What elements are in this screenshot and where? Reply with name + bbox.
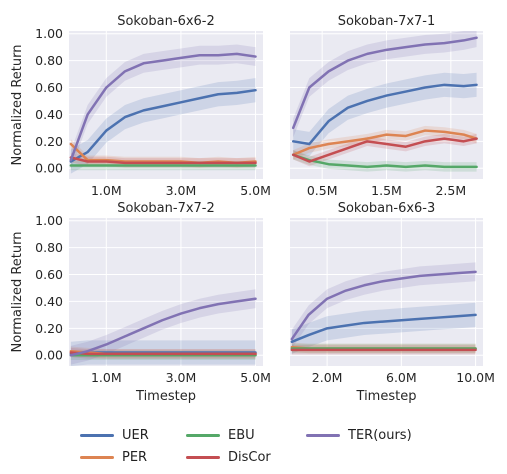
panel-1-ytick-label-2: 0.40 bbox=[35, 107, 63, 122]
panel-2-line-uer bbox=[291, 83, 478, 146]
panel-1-band-terours bbox=[70, 44, 256, 170]
legend-swatch-discor bbox=[186, 456, 220, 459]
panel-2-xtick-label-0: 0.5M bbox=[307, 183, 338, 198]
ylabel-bottom: Normalized Return bbox=[10, 232, 25, 353]
panel-1-xtick-label-0: 1.0M bbox=[91, 183, 122, 198]
panel-3-band-terours bbox=[70, 289, 256, 365]
legend-swatch-uer bbox=[80, 434, 114, 437]
legend-item-uer: UER bbox=[80, 428, 149, 443]
panel-1-xtick-label-1: 3.0M bbox=[166, 183, 197, 198]
legend-swatch-ebu bbox=[186, 434, 220, 437]
panel-4-line-uer bbox=[290, 313, 477, 344]
panel-3-xtick-label-2: 5.0M bbox=[240, 370, 271, 385]
panel-1-title: Sokoban-6x6-2 bbox=[117, 14, 215, 29]
panel-2-band-discor bbox=[293, 133, 477, 167]
panel-2-band-terours bbox=[293, 31, 477, 138]
panel-3-title: Sokoban-7x7-2 bbox=[117, 201, 215, 216]
panel-4-line-terours bbox=[290, 270, 477, 341]
panel-4-xtick-label-0: 2.0M bbox=[312, 370, 343, 385]
panel-2-line-discor bbox=[291, 137, 478, 163]
legend-item-discor: DisCor bbox=[186, 450, 271, 465]
panel-4-xtick-label-1: 6.0M bbox=[386, 370, 417, 385]
legend: UER PER EBU DisCor TER(ours) bbox=[80, 426, 440, 470]
legend-label-uer: UER bbox=[122, 428, 149, 443]
panel-3-ytick-label-4: 0.80 bbox=[35, 240, 63, 255]
panel-4-background bbox=[290, 218, 483, 366]
ylabel-top: Normalized Return bbox=[10, 45, 25, 166]
panel-3-line-terours bbox=[69, 297, 257, 357]
panel-1-ytick-label-1: 0.20 bbox=[35, 134, 63, 149]
panel-1-ytick-label-3: 0.60 bbox=[35, 80, 63, 95]
panel-3-ytick-label-5: 1.00 bbox=[35, 213, 63, 228]
panel-3-xtick-label-0: 1.0M bbox=[91, 370, 122, 385]
xlabel-left: Timestep bbox=[135, 389, 196, 404]
panel-4-band-terours bbox=[291, 262, 476, 349]
panel-4-band-uer bbox=[291, 302, 476, 354]
panel-1-xtick-label-2: 5.0M bbox=[240, 183, 271, 198]
panel-3-xtick-label-1: 3.0M bbox=[166, 370, 197, 385]
panel-1-ytick-label-4: 0.80 bbox=[35, 53, 63, 68]
panel-3-ytick-label-1: 0.20 bbox=[35, 321, 63, 336]
panel-1-line-discor bbox=[69, 156, 257, 165]
panel-3-background bbox=[69, 218, 263, 366]
legend-swatch-ter bbox=[306, 434, 340, 437]
panel-3-ytick-label-0: 0.00 bbox=[35, 348, 63, 363]
xlabel-right: Timestep bbox=[356, 389, 417, 404]
legend-item-ter: TER(ours) bbox=[306, 428, 412, 443]
legend-item-ebu: EBU bbox=[186, 428, 255, 443]
panel-2-xtick-label-2: 2.5M bbox=[435, 183, 466, 198]
legend-label-ter: TER(ours) bbox=[348, 428, 412, 443]
panel-3-line-discor bbox=[69, 351, 257, 356]
panel-1-ytick-label-0: 0.00 bbox=[35, 161, 63, 176]
panel-2-line-terours bbox=[291, 36, 478, 130]
panel-1-ytick-label-5: 1.00 bbox=[35, 26, 63, 41]
panel-1-line-terours bbox=[69, 52, 257, 162]
legend-label-discor: DisCor bbox=[228, 450, 271, 465]
panel-1-band-uer bbox=[70, 78, 256, 174]
panel-2-line-per bbox=[291, 129, 478, 157]
panel-2-band-per bbox=[293, 125, 477, 160]
figure: Sokoban-6x6-2 1.0M 3.0M 5.0M 0.00 0.20 0.40 0.6… bbox=[10, 14, 495, 404]
legend-label-ebu: EBU bbox=[228, 428, 255, 443]
legend-item-per: PER bbox=[80, 450, 147, 465]
legend-label-per: PER bbox=[122, 450, 148, 465]
legend-swatch-per bbox=[80, 456, 114, 459]
panel-4-xtick-label-2: 10.0M bbox=[456, 370, 495, 385]
panel-4-title: Sokoban-6x6-3 bbox=[338, 201, 436, 216]
panel-2-band-uer bbox=[293, 72, 477, 157]
panel-3-ytick-label-3: 0.60 bbox=[35, 267, 63, 282]
panel-2-line-ebu bbox=[291, 153, 478, 169]
panel-2-xtick-label-1: 1.5M bbox=[371, 183, 402, 198]
panel-1-line-uer bbox=[69, 88, 257, 163]
panel-2-title: Sokoban-7x7-1 bbox=[338, 14, 436, 29]
panel-3-ytick-label-2: 0.40 bbox=[35, 294, 63, 309]
